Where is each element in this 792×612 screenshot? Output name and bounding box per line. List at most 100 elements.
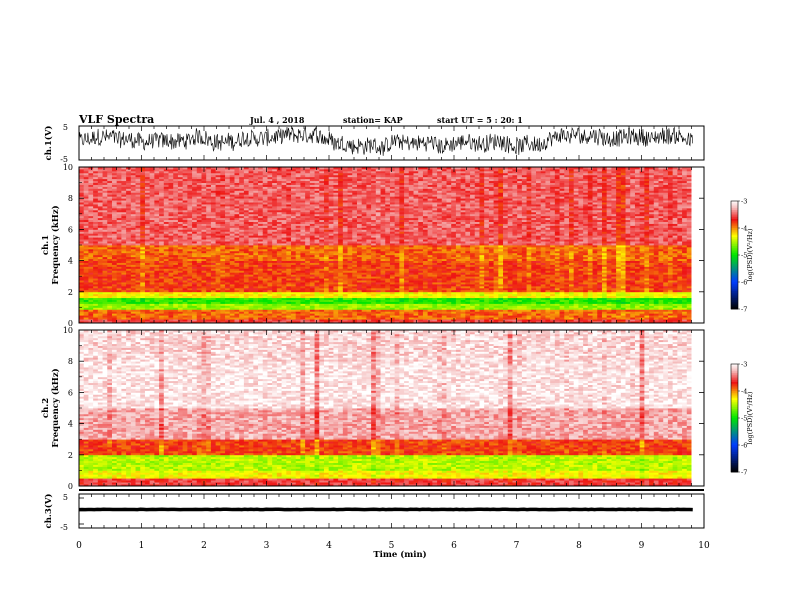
spectrogram-cell: [206, 258, 212, 261]
spectrogram-cell: [102, 274, 108, 277]
spectrogram-cell: [107, 287, 113, 291]
spectrogram-cell: [79, 172, 85, 176]
spectrogram-cell: [177, 266, 184, 269]
spectrogram-cell: [201, 287, 207, 291]
spectrogram-cell: [102, 190, 108, 193]
spectrogram-cell: [135, 180, 141, 183]
spectrogram-cell: [116, 239, 122, 242]
spectrogram-cell: [116, 301, 122, 304]
spectrogram-cell: [83, 200, 89, 203]
spectrogram-cell: [111, 223, 118, 226]
spectrogram-cell: [116, 229, 122, 232]
spectrogram-cell: [135, 176, 141, 180]
spectrogram-cell: [225, 250, 231, 254]
spectrogram-cell: [168, 237, 174, 240]
spectrogram-cell: [88, 186, 94, 189]
spectrogram-cell: [229, 254, 235, 258]
spectrogram-cell: [88, 202, 94, 205]
spectrogram-cell: [130, 207, 136, 211]
spectrogram-cell: [102, 227, 108, 230]
spectrogram-cell: [192, 172, 198, 176]
spectrogram-cell: [111, 176, 118, 180]
spectrogram-cell: [116, 206, 122, 209]
spectrogram-cell: [121, 211, 127, 215]
spectrogram-cell: [210, 213, 217, 217]
spectrogram-cell: [220, 287, 226, 291]
spectrogram-cell: [97, 262, 103, 265]
spectrogram-cell: [154, 225, 160, 228]
spectrogram-cell: [107, 186, 113, 189]
spectrogram-cell: [210, 289, 217, 293]
spectrogram-cell: [206, 180, 212, 183]
spectrogram-cell: [144, 278, 151, 281]
spectrogram-cell: [126, 219, 132, 222]
spectrogram-cell: [220, 211, 226, 215]
spectrogram-cell: [79, 221, 85, 224]
spectrogram-cell: [121, 319, 127, 322]
spectrogram-cell: [88, 180, 94, 183]
spectrogram-cell: [107, 170, 113, 174]
spectrogram-cell: [88, 293, 94, 297]
spectrogram-cell: [225, 252, 231, 256]
spectrogram-cell: [83, 168, 89, 172]
spectrogram-cell: [79, 213, 85, 217]
spectrogram-cell: [215, 188, 221, 191]
spectrogram-cell: [97, 287, 103, 291]
spectrogram-cell: [168, 188, 174, 191]
spectrogram-cell: [102, 215, 108, 219]
spectrogram-cell: [192, 264, 198, 267]
spectrogram-cell: [177, 270, 184, 273]
spectrogram-cell: [192, 184, 198, 187]
spectrogram-cell: [102, 192, 108, 195]
spectrogram-cell: [206, 287, 212, 291]
spectrogram-cell: [116, 217, 122, 221]
spectrogram-cell: [187, 268, 193, 271]
spectrogram-cell: [93, 192, 99, 195]
spectrogram-cell: [192, 280, 198, 283]
spectrogram-cell: [116, 178, 122, 182]
spectrogram-cell: [111, 192, 118, 195]
spectrogram-cell: [154, 315, 160, 318]
spectrogram-cell: [149, 278, 155, 281]
spectrogram-cell: [210, 266, 217, 269]
spectrogram-cell: [144, 266, 151, 269]
spectrogram-cell: [149, 303, 155, 306]
spectrogram-cell: [144, 315, 151, 318]
spectrogram-cell: [102, 295, 108, 299]
spectrogram-cell: [206, 174, 212, 178]
spectrogram-cell: [144, 293, 151, 297]
spectrogram-cell: [159, 241, 165, 244]
spectrogram-cell: [107, 200, 113, 203]
spectrogram-cell: [149, 209, 155, 213]
spectrogram-cell: [168, 287, 174, 291]
spectrogram-cell: [144, 192, 151, 195]
spectrogram-cell: [88, 276, 94, 279]
spectrogram-cell: [210, 317, 217, 320]
spectrogram-cell: [220, 239, 226, 242]
spectrogram-cell: [182, 317, 188, 320]
spectrogram-cell: [88, 313, 94, 316]
spectrogram-cell: [192, 180, 198, 183]
spectrogram-cell: [229, 315, 235, 318]
spectrogram-cell: [196, 262, 202, 265]
spectrogram-cell: [177, 196, 184, 199]
spectrogram-cell: [111, 307, 118, 310]
spectrogram-cell: [192, 278, 198, 281]
spectrogram-cell: [159, 182, 165, 185]
spectrogram-cell: [140, 278, 146, 281]
spectrogram-cell: [121, 213, 127, 217]
spectrogram-cell: [130, 186, 136, 189]
spectrogram-cell: [215, 235, 221, 238]
spectrogram-cell: [144, 227, 151, 230]
spectrogram-cell: [111, 241, 118, 244]
spectrogram-cell: [187, 178, 193, 182]
spectrogram-cell: [107, 194, 113, 197]
spectrogram-cell: [144, 295, 151, 299]
spectrogram-cell: [182, 285, 188, 289]
spectrogram-cell: [173, 276, 179, 279]
spectrogram-cell: [196, 284, 202, 287]
spectrogram-cell: [196, 174, 202, 178]
spectrogram-cell: [210, 188, 217, 191]
spectrogram-cell: [206, 262, 212, 265]
spectrogram-cell: [135, 285, 141, 289]
